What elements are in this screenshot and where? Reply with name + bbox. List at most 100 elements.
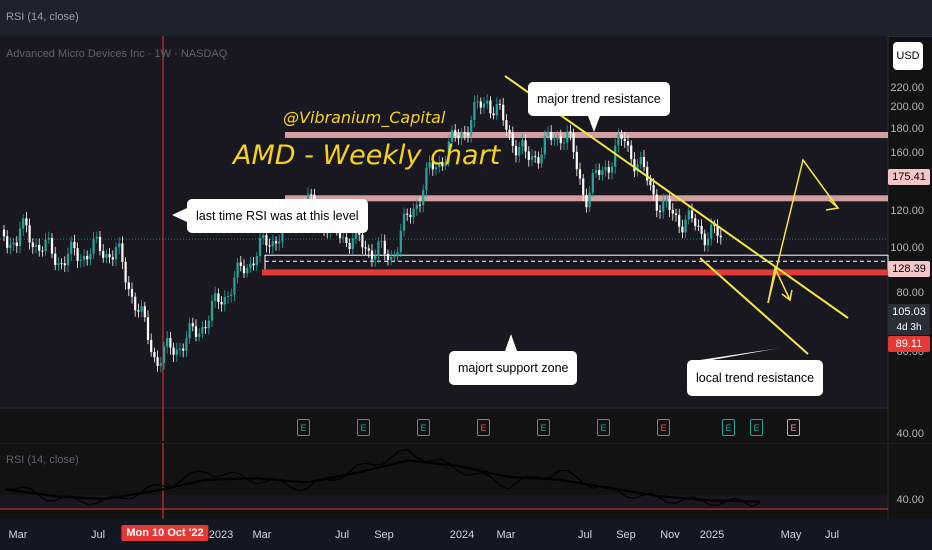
candle-body <box>425 167 428 190</box>
candle-body <box>380 240 383 242</box>
candle-body <box>457 135 460 139</box>
candle-body <box>668 199 671 210</box>
candle-body <box>377 241 380 256</box>
time-axis-tick: Sep <box>616 529 636 541</box>
support-band-89 <box>262 269 888 276</box>
candle-body <box>102 251 105 258</box>
candle-body <box>345 237 348 244</box>
candle-body <box>610 166 614 173</box>
price-tag-128: 128.39 <box>888 261 930 277</box>
candle-body <box>578 169 582 179</box>
candle-body <box>460 132 463 139</box>
candle-body <box>239 262 242 266</box>
earnings-event-icon[interactable]: E <box>597 419 610 436</box>
earnings-event-icon[interactable]: E <box>787 419 800 436</box>
candle-body <box>514 145 518 156</box>
earnings-event-icon[interactable]: E <box>297 419 310 436</box>
candle-body <box>268 245 271 247</box>
rsi-band <box>0 495 888 508</box>
candle-body <box>198 333 201 337</box>
top-toolbar: RSI (14, close) <box>0 0 932 37</box>
candle-body <box>76 248 79 261</box>
candle-body <box>582 178 585 196</box>
candle-body <box>169 338 172 348</box>
candle-body <box>114 247 118 260</box>
indicator-label[interactable]: RSI (14, close) <box>6 11 79 23</box>
rsi-pane[interactable] <box>0 443 932 519</box>
candle-body <box>684 219 687 233</box>
candle-body <box>671 209 674 214</box>
price-axis-tick: 220.00 <box>890 82 924 94</box>
candle-body <box>588 192 591 208</box>
candle-body <box>143 306 146 318</box>
candle-body <box>105 254 108 258</box>
candle-body <box>655 194 658 211</box>
candle-body <box>524 140 527 152</box>
time-axis-tick: 2025 <box>699 529 725 541</box>
candle-body <box>569 131 572 134</box>
candle-body <box>249 263 252 268</box>
candle-body <box>418 204 422 206</box>
projection-arrowhead-retest <box>781 289 793 302</box>
candle-body <box>367 248 370 251</box>
candle-body <box>204 327 207 329</box>
candle-body <box>636 164 639 172</box>
earnings-event-icon[interactable]: E <box>477 419 490 436</box>
candle-body <box>550 132 553 140</box>
candle-body <box>415 204 418 209</box>
earnings-event-icon[interactable]: E <box>537 419 550 436</box>
candle-body <box>594 170 598 174</box>
candle-body <box>108 254 111 258</box>
candle-body <box>130 289 134 297</box>
time-axis-tick: Mar <box>8 529 28 541</box>
candle-body <box>614 145 617 167</box>
candle-body <box>226 295 230 297</box>
candle-body <box>719 235 722 238</box>
candle-body <box>230 294 233 296</box>
earnings-event-icon[interactable]: E <box>417 419 430 436</box>
bar-countdown: 4d 3h <box>888 320 930 335</box>
candle-body <box>630 145 633 160</box>
earnings-event-icon[interactable]: E <box>750 419 763 436</box>
candle-body <box>223 296 226 305</box>
earnings-event-icon[interactable]: E <box>357 419 370 436</box>
candle-body <box>665 199 668 201</box>
candle-body <box>57 263 60 265</box>
candle-body <box>511 133 514 146</box>
candle-body <box>150 339 153 352</box>
candle-body <box>530 156 534 160</box>
candle-body <box>351 238 354 250</box>
earnings-event-icon[interactable]: E <box>722 419 735 436</box>
time-axis-tick: Mar <box>252 529 272 541</box>
candle-body <box>194 326 198 337</box>
candle-body <box>98 236 102 252</box>
candle-body <box>572 133 575 152</box>
candle-body <box>54 253 57 265</box>
candle-body <box>502 104 505 121</box>
candle-body <box>79 259 82 261</box>
candle-body <box>390 256 393 260</box>
earnings-event-icon[interactable]: E <box>657 419 670 436</box>
candle-body <box>505 120 508 130</box>
time-axis[interactable]: Mar Jul Mon 10 Oct '22 2023 Mar Jul Sep 2024 Mar… <box>0 519 932 550</box>
candle-body <box>44 239 47 252</box>
price-axis-tick: 100.00 <box>890 242 924 255</box>
callout-pointer-local <box>700 348 780 360</box>
candle-body <box>694 218 697 226</box>
candle-body <box>137 310 140 312</box>
candle-body <box>47 237 50 240</box>
candle-body <box>15 242 18 247</box>
rsi-line <box>4 448 761 508</box>
candle-body <box>201 327 204 334</box>
candle-body <box>338 229 342 239</box>
candle-body <box>86 255 89 260</box>
candle-body <box>210 301 214 321</box>
candle-body <box>687 210 690 220</box>
price-axis-tick: 120.00 <box>890 205 924 218</box>
time-axis-tick: May <box>780 529 802 541</box>
currency-button[interactable]: USD <box>893 42 923 70</box>
price-chart[interactable] <box>0 36 932 441</box>
candle-body <box>422 189 425 206</box>
candle-body <box>121 243 124 262</box>
candle-body <box>182 348 185 351</box>
